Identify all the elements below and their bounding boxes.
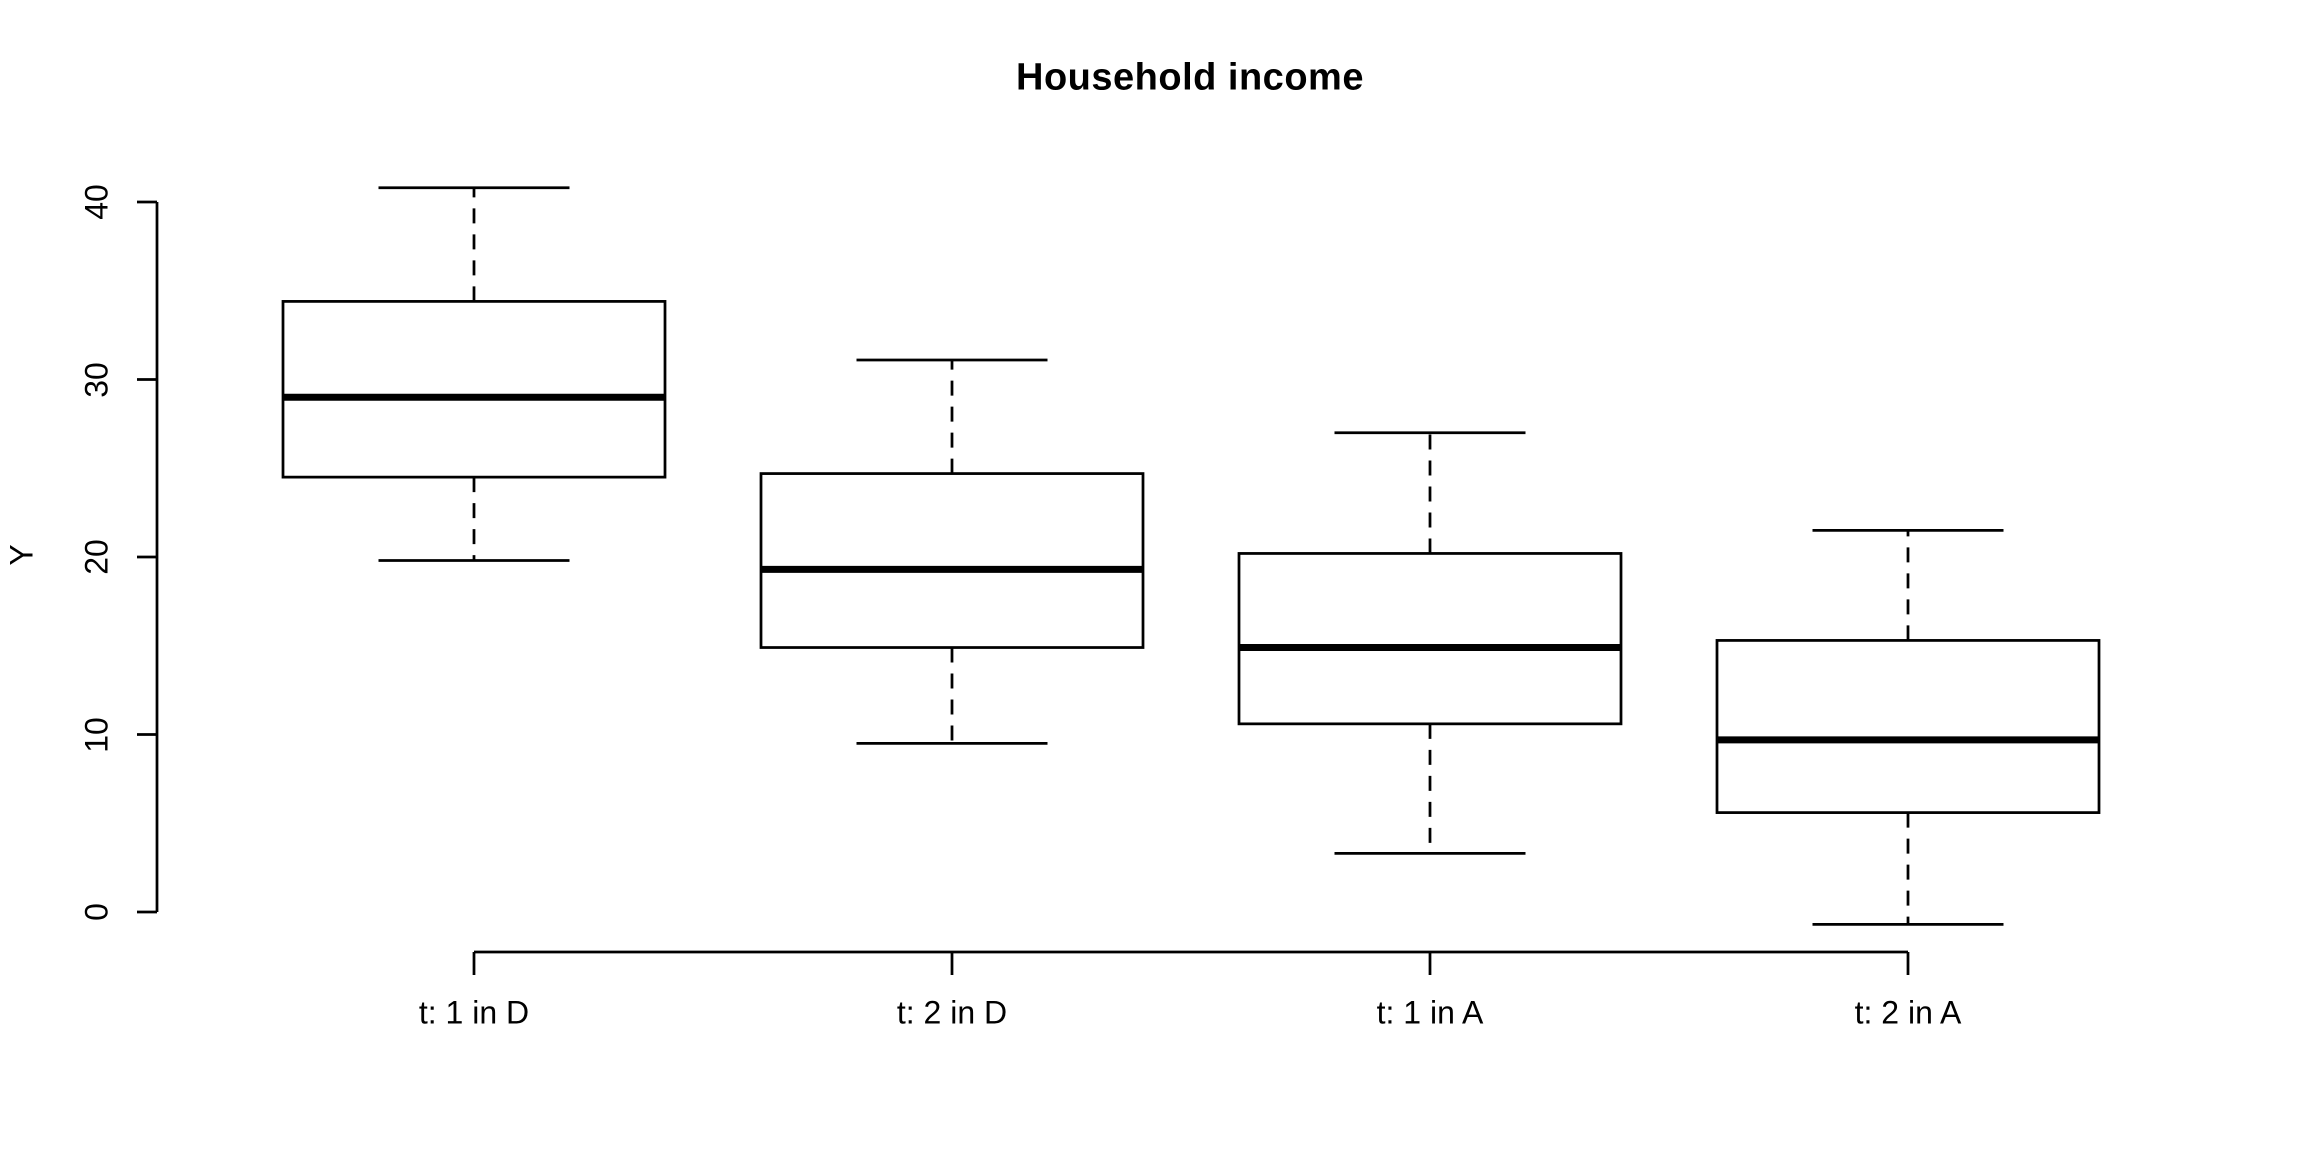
x-category-label-4: t: 2 in A	[1854, 994, 1962, 1031]
y-tick-label-30: 30	[78, 361, 115, 398]
y-tick-label-40: 40	[78, 184, 115, 220]
y-tick-label-20: 20	[78, 539, 115, 575]
chart-title: Household income	[1016, 56, 1364, 99]
iqr-box	[281, 300, 667, 479]
iqr-box	[759, 472, 1145, 649]
y-tick-label-0: 0	[78, 903, 115, 921]
iqr-box	[1237, 552, 1623, 726]
y-axis-label: Y	[3, 544, 40, 566]
iqr-box	[1715, 639, 2101, 814]
y-tick-label-10: 10	[78, 716, 115, 753]
x-category-label-2: t: 2 in D	[896, 994, 1008, 1031]
x-category-label-1: t: 1 in D	[418, 994, 530, 1031]
x-category-label-3: t: 1 in A	[1376, 994, 1484, 1031]
